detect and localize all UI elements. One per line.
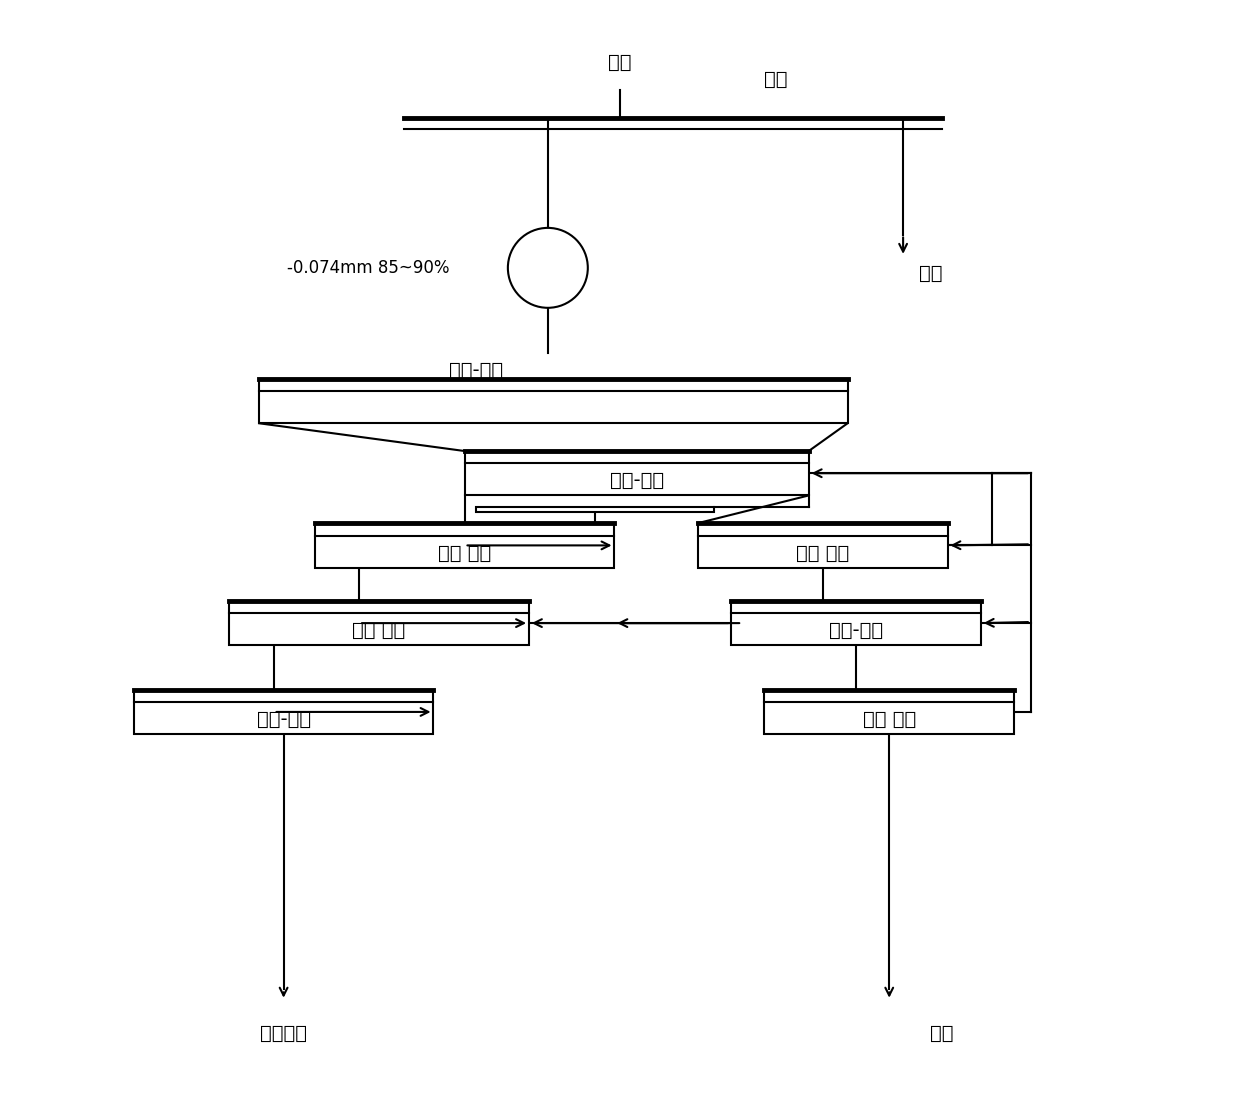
- Text: 浮选 精选: 浮选 精选: [352, 621, 405, 640]
- Text: 浮选 精选: 浮选 精选: [438, 543, 491, 562]
- Text: 混合精矿: 混合精矿: [260, 1024, 308, 1043]
- Bar: [315, 523, 615, 568]
- Bar: [465, 451, 808, 495]
- Text: 浮选 扫选: 浮选 扫选: [863, 710, 916, 729]
- Text: 浮选-粗选: 浮选-粗选: [610, 471, 663, 491]
- Text: 浮选-精选: 浮选-精选: [257, 710, 311, 729]
- Text: 浮选-扫选: 浮选-扫选: [828, 621, 883, 640]
- Bar: [698, 523, 947, 568]
- Bar: [764, 690, 1014, 735]
- Bar: [476, 506, 714, 512]
- Circle shape: [508, 228, 588, 308]
- Bar: [134, 690, 434, 735]
- Text: 给矿: 给矿: [609, 53, 631, 72]
- Text: 尾矿: 尾矿: [919, 264, 942, 283]
- Text: 尾矿: 尾矿: [930, 1024, 954, 1043]
- Bar: [732, 601, 981, 646]
- Text: 浮选-粗选: 浮选-粗选: [449, 361, 502, 380]
- Text: 重选: 重选: [764, 70, 787, 89]
- Bar: [259, 378, 848, 423]
- Text: -0.074mm 85~90%: -0.074mm 85~90%: [286, 259, 449, 277]
- Text: 浮选 扫选: 浮选 扫选: [796, 543, 849, 562]
- Bar: [229, 601, 529, 646]
